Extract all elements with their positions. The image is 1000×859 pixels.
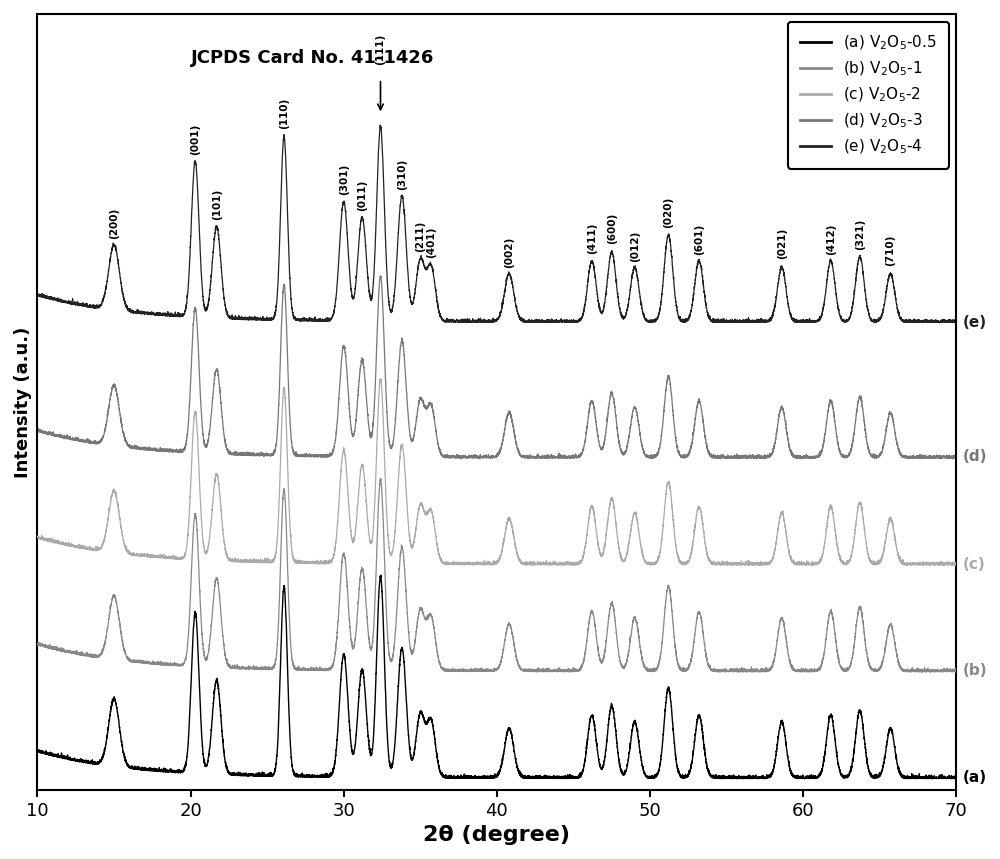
Text: (710): (710)	[885, 235, 895, 266]
Text: (021): (021)	[777, 228, 787, 259]
Text: (e): (e)	[962, 314, 987, 330]
Text: (002): (002)	[504, 236, 514, 268]
Legend: (a) V$_2$O$_5$-0.5, (b) V$_2$O$_5$-1, (c) V$_2$O$_5$-2, (d) V$_2$O$_5$-3, (e) V$: (a) V$_2$O$_5$-0.5, (b) V$_2$O$_5$-1, (c…	[788, 21, 949, 168]
Text: (a): (a)	[962, 770, 987, 785]
Text: (b): (b)	[962, 663, 987, 679]
Text: (011): (011)	[357, 180, 367, 210]
Y-axis label: Intensity (a.u.): Intensity (a.u.)	[14, 326, 32, 478]
Text: (012): (012)	[630, 230, 640, 262]
Text: (d): (d)	[962, 448, 987, 464]
Text: (110): (110)	[279, 98, 289, 130]
Text: (601): (601)	[694, 224, 704, 255]
X-axis label: 2θ (degree): 2θ (degree)	[423, 825, 570, 845]
Text: (301): (301)	[339, 164, 349, 195]
Text: (020): (020)	[663, 197, 673, 228]
Text: (401): (401)	[426, 227, 436, 258]
Text: (200): (200)	[109, 208, 119, 239]
Text: (111): (111)	[375, 34, 385, 65]
Text: JCPDS Card No. 41-1426: JCPDS Card No. 41-1426	[191, 49, 435, 67]
Text: (412): (412)	[826, 224, 836, 255]
Text: (411): (411)	[587, 223, 597, 254]
Text: (321): (321)	[855, 219, 865, 250]
Text: (211): (211)	[415, 221, 425, 253]
Text: (001): (001)	[190, 124, 200, 155]
Text: (c): (c)	[962, 557, 985, 572]
Text: (101): (101)	[212, 188, 222, 220]
Text: (600): (600)	[607, 213, 617, 244]
Text: (310): (310)	[397, 159, 407, 190]
